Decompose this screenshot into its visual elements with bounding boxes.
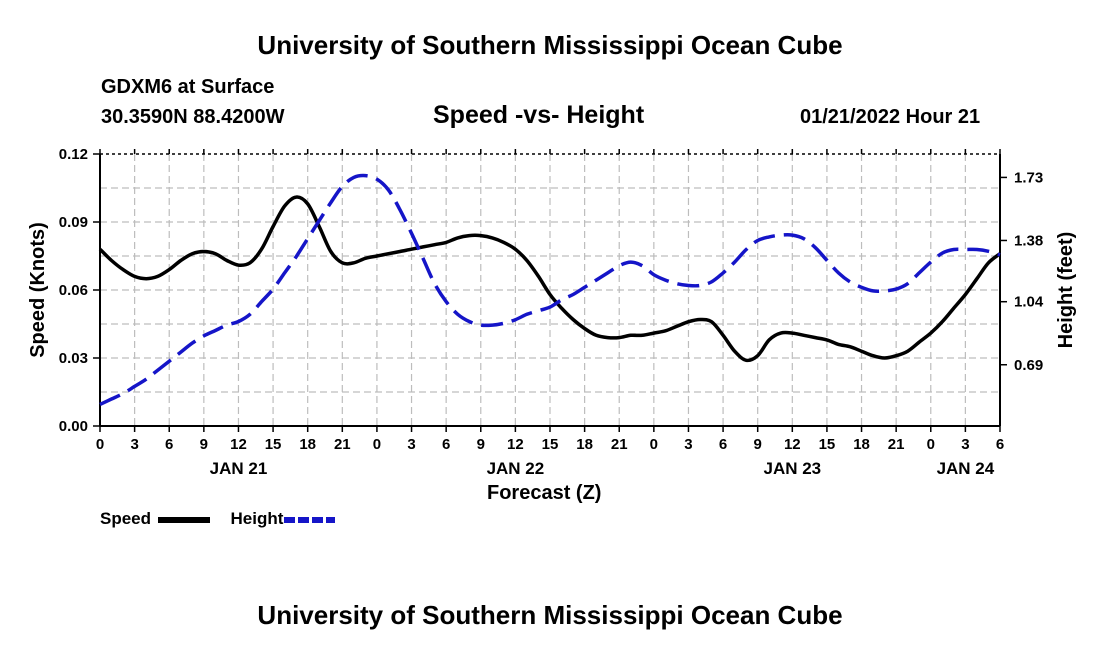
x-tick-label: 3 bbox=[684, 436, 692, 453]
day-label: JAN 22 bbox=[487, 459, 545, 478]
day-label: JAN 23 bbox=[763, 459, 821, 478]
legend-speed-label: Speed bbox=[100, 509, 152, 528]
x-tick-label: 0 bbox=[650, 436, 658, 453]
x-tick-label: 6 bbox=[165, 436, 173, 453]
x-tick-label: 18 bbox=[299, 436, 316, 453]
x-tick-label: 3 bbox=[130, 436, 138, 453]
x-tick-label: 6 bbox=[996, 436, 1004, 453]
x-tick-label: 18 bbox=[576, 436, 593, 453]
y-right-tick-label: 0.69 bbox=[1014, 357, 1043, 374]
x-tick-label: 3 bbox=[407, 436, 415, 453]
y-left-axis-label: Speed (Knots) bbox=[27, 222, 49, 358]
y-left-tick-label: 0.03 bbox=[59, 350, 88, 367]
x-tick-label: 12 bbox=[230, 436, 247, 453]
chart-title: Speed -vs- Height bbox=[433, 101, 645, 129]
forecast-datetime: 01/21/2022 Hour 21 bbox=[800, 106, 981, 128]
legend: Speed Height bbox=[100, 509, 337, 529]
x-tick-label: 12 bbox=[507, 436, 524, 453]
day-label: JAN 21 bbox=[210, 459, 268, 478]
footer-title: University of Southern Mississippi Ocean… bbox=[257, 600, 843, 630]
x-tick-label: 15 bbox=[542, 436, 559, 453]
x-tick-label: 0 bbox=[373, 436, 381, 453]
x-tick-label: 12 bbox=[784, 436, 801, 453]
x-tick-label: 9 bbox=[200, 436, 208, 453]
speed-series-line bbox=[98, 195, 1002, 363]
y-right-tick-label: 1.38 bbox=[1014, 232, 1043, 249]
x-tick-label: 21 bbox=[888, 436, 905, 453]
legend-speed-swatch bbox=[157, 516, 210, 523]
x-tick-label: 18 bbox=[853, 436, 870, 453]
speed-height-chart: 0 3 6 9 12 15 18 21 0 3 6 9 12 15 18 21 0 3 6 9 12 15 18 21 0 3 6 0… bbox=[27, 146, 1077, 478]
y-left-tick-label: 0.00 bbox=[59, 418, 88, 435]
station-name: GDXM6 at Surface bbox=[101, 76, 275, 98]
x-axis-label: Forecast (Z) bbox=[487, 482, 602, 504]
y-left-tick-label: 0.12 bbox=[59, 146, 88, 163]
y-right-tick-label: 1.04 bbox=[1014, 294, 1044, 311]
legend-height-label: Height bbox=[230, 509, 284, 528]
y-left-tick-label: 0.09 bbox=[59, 214, 88, 231]
x-tick-label: 6 bbox=[719, 436, 727, 453]
x-tick-label: 3 bbox=[961, 436, 969, 453]
x-tick-label: 21 bbox=[334, 436, 351, 453]
legend-height-swatch bbox=[284, 516, 336, 523]
y-left-tick-label: 0.06 bbox=[59, 282, 88, 299]
x-tick-label: 0 bbox=[927, 436, 935, 453]
x-tick-label: 0 bbox=[96, 436, 104, 453]
x-tick-label: 9 bbox=[754, 436, 762, 453]
x-tick-label: 6 bbox=[442, 436, 450, 453]
day-label: JAN 24 bbox=[937, 459, 995, 478]
x-tick-label: 9 bbox=[477, 436, 485, 453]
height-series-line bbox=[99, 173, 1001, 406]
y-right-tick-label: 1.73 bbox=[1014, 169, 1043, 186]
page-title: University of Southern Mississippi Ocean… bbox=[257, 30, 843, 60]
x-tick-label: 21 bbox=[611, 436, 628, 453]
y-right-axis-label: Height (feet) bbox=[1055, 232, 1077, 349]
station-coords: 30.3590N 88.4200W bbox=[101, 106, 285, 128]
x-tick-label: 15 bbox=[265, 436, 282, 453]
x-tick-label: 15 bbox=[819, 436, 836, 453]
